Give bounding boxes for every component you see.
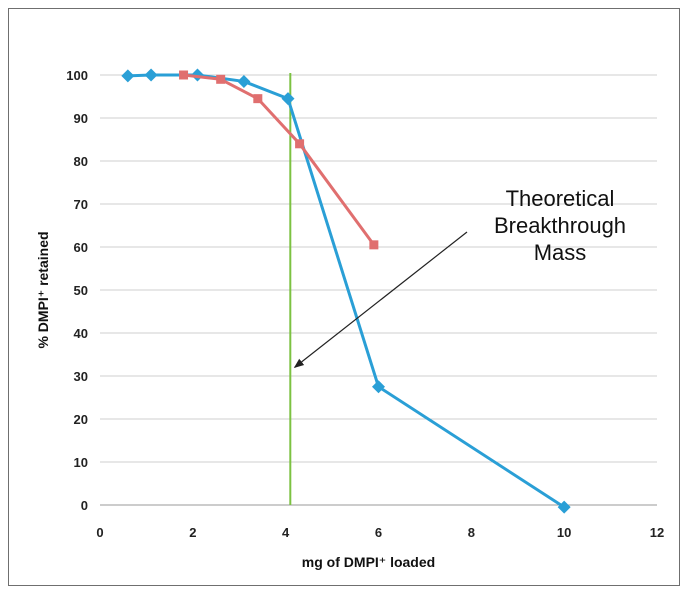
x-tick-label: 8 [468, 525, 475, 540]
y-tick-label: 70 [74, 197, 88, 212]
x-tick-label: 6 [375, 525, 382, 540]
y-tick-label: 80 [74, 154, 88, 169]
grid-layer [100, 74, 657, 506]
annotation-text-line: Mass [534, 240, 587, 265]
series-1-point [144, 68, 158, 82]
series-layer [121, 68, 571, 514]
y-tick-label: 30 [74, 369, 88, 384]
annotation-text-line: Breakthrough [494, 213, 626, 238]
series-1-point [121, 69, 135, 83]
x-tick-label: 2 [189, 525, 196, 540]
y-tick-label: 40 [74, 326, 88, 341]
series-1-point [372, 380, 385, 394]
y-tick-label: 10 [74, 455, 88, 470]
series-1-line [127, 73, 565, 509]
chart-frame [8, 8, 680, 586]
x-tick-label: 0 [96, 525, 103, 540]
series-1-point [237, 74, 251, 88]
y-tick-label: 20 [74, 412, 88, 427]
y-axis-title: % DMPI⁺ retained [35, 231, 51, 348]
annotation-text-line: Theoretical [506, 186, 615, 211]
x-tick-label: 4 [282, 525, 290, 540]
series-2-point [295, 139, 305, 149]
label-layer: 0 10 20 30 40 50 60 70 80 90 100 0 2 4 6 8 10 12 mg of DMP… [35, 68, 664, 570]
y-tick-label: 0 [81, 498, 88, 513]
annotation-arrow [293, 231, 468, 369]
y-tick-label: 90 [74, 111, 88, 126]
y-tick-label: 100 [66, 68, 88, 83]
series-2-line [183, 73, 376, 246]
x-tick-label: 12 [650, 525, 664, 540]
series-2-point [216, 74, 226, 84]
x-axis-title: mg of DMPI⁺ loaded [302, 554, 435, 570]
series-2-point [369, 240, 379, 250]
y-tick-label: 50 [74, 283, 88, 298]
series-1-point [281, 92, 295, 106]
series-2-point [253, 94, 263, 104]
y-tick-label: 60 [74, 240, 88, 255]
series-1-point [557, 500, 571, 514]
x-tick-label: 10 [557, 525, 571, 540]
series-2-point [179, 70, 189, 80]
